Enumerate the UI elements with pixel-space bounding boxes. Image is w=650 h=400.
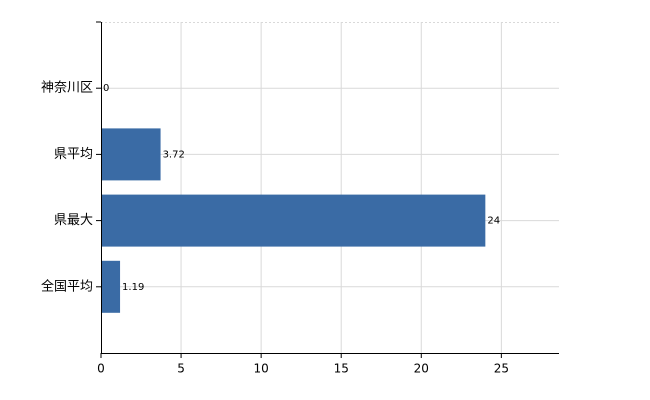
x-tick-label: 15 — [334, 362, 349, 376]
value-label: 1.19 — [122, 282, 144, 293]
x-tick-label: 5 — [177, 362, 185, 376]
y-tick-label: 県最大 — [54, 213, 93, 228]
value-label: 0 — [103, 83, 109, 94]
value-label: 3.72 — [163, 149, 185, 160]
y-tick-label: 県平均 — [54, 147, 93, 162]
x-tick-label: 0 — [97, 362, 105, 376]
bar — [101, 128, 161, 181]
value-label: 24 — [487, 216, 500, 227]
x-tick-label: 25 — [494, 362, 509, 376]
y-tick-label: 全国平均 — [41, 278, 93, 294]
bar — [101, 260, 121, 313]
x-tick-label: 10 — [253, 362, 268, 376]
bar — [101, 194, 486, 247]
x-tick-label: 20 — [414, 362, 429, 376]
y-tick-label: 神奈川区 — [41, 81, 93, 96]
